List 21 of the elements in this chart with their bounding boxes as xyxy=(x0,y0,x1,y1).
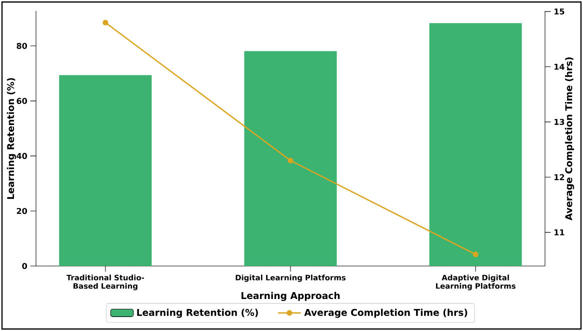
y-tick-label: 40 xyxy=(16,152,28,159)
y2-tick-label: 11 xyxy=(554,229,564,236)
y2-axis-title: Average Completion Time (hrs) xyxy=(565,57,574,220)
y-tick-label: 80 xyxy=(16,42,28,49)
y2-tick-label: 14 xyxy=(554,64,564,70)
legend-label: Average Completion Time (hrs) xyxy=(304,308,468,318)
y2-tick-label: 13 xyxy=(554,118,564,125)
y-tick-label: 0 xyxy=(22,262,28,269)
bar xyxy=(244,51,337,266)
point xyxy=(102,20,108,26)
y2-tick-label: 15 xyxy=(554,8,564,15)
legend-label: Learning Retention (%) xyxy=(137,308,258,318)
point xyxy=(288,158,294,164)
x-axis-title: Learning Approach xyxy=(242,292,340,301)
y-tick-label: 60 xyxy=(16,98,28,104)
bar xyxy=(429,23,522,266)
bar xyxy=(59,75,152,266)
point xyxy=(472,252,478,258)
y-tick-label: 20 xyxy=(16,208,28,214)
y-axis-title: Learning Retention (%) xyxy=(6,78,16,199)
y2-tick-label: 12 xyxy=(554,174,564,180)
